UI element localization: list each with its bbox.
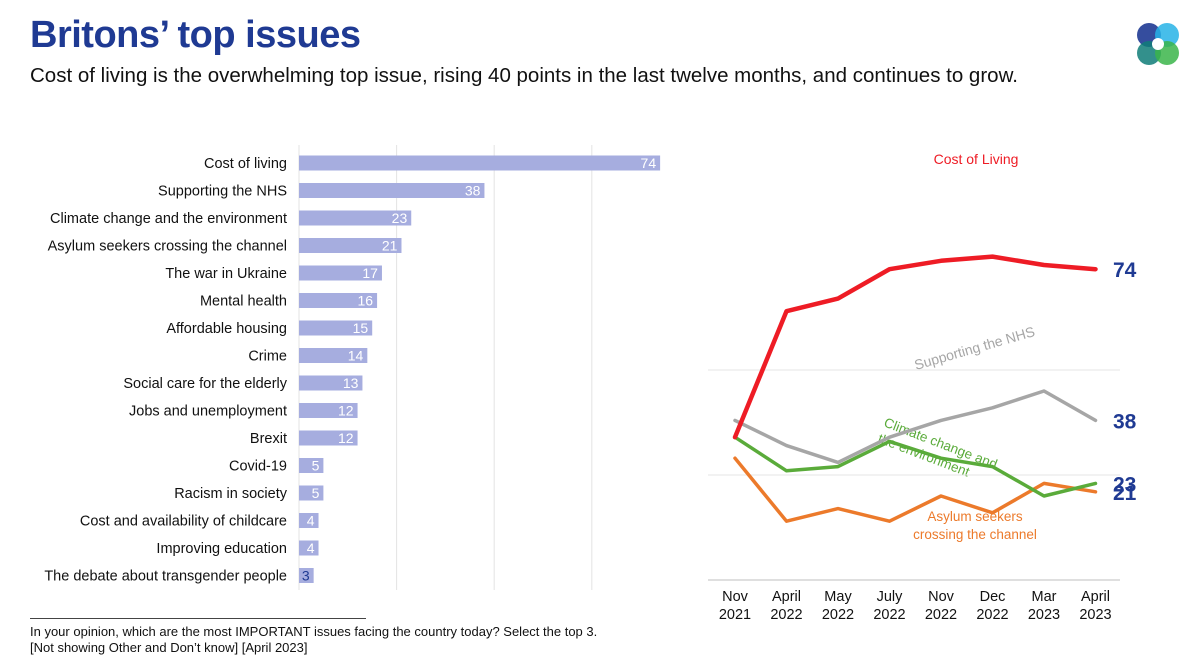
bar [299, 430, 358, 446]
bar-category-label: Asylum seekers crossing the channel [48, 239, 287, 255]
bar-category-label: Improving education [156, 541, 287, 557]
footnote-note: [Not showing Other and Don’t know] [Apri… [30, 640, 308, 655]
page-title: Britons’ top issues [30, 14, 361, 56]
bar-value-label: 12 [338, 403, 354, 419]
series-label-cost-of-living: Cost of Living [934, 151, 1019, 167]
bar [299, 403, 358, 418]
x-tick-label-month: May [824, 589, 852, 605]
bar-value-label: 15 [353, 320, 369, 336]
series-end-value-label: 21 [1113, 482, 1137, 505]
bar-category-label: Cost of living [204, 156, 287, 172]
bar-value-label: 13 [343, 375, 359, 391]
bar-value-label: 12 [338, 430, 354, 446]
bar [299, 458, 324, 473]
x-tick-label-year: 2022 [925, 607, 957, 623]
x-tick-label-year: 2023 [1028, 607, 1060, 623]
series-label-asylum-2: crossing the channel [913, 527, 1037, 542]
x-tick-label-year: 2023 [1079, 607, 1111, 623]
bar [299, 540, 319, 556]
four-circle-logo-icon [1137, 23, 1179, 65]
series-label-nhs: Supporting the NHS [912, 323, 1036, 373]
x-tick-label-year: 2022 [873, 607, 905, 623]
bar-value-label: 21 [382, 238, 398, 254]
bar-category-label: Social care for the elderly [123, 376, 287, 392]
bar-value-label: 4 [307, 540, 315, 556]
x-tick-label-month: Mar [1032, 589, 1057, 605]
x-tick-label-year: 2022 [822, 607, 854, 623]
series-line [733, 456, 1098, 523]
bar [299, 348, 368, 363]
series-line [733, 389, 1098, 465]
bar-value-label: 23 [392, 210, 408, 226]
footnote-divider [30, 618, 366, 619]
x-tick-label-month: April [1081, 589, 1110, 605]
bar [299, 513, 319, 528]
bar-value-label: 5 [312, 485, 320, 501]
bar-category-label: Brexit [250, 431, 287, 447]
bar-value-label: 3 [302, 568, 310, 584]
bar-value-label: 4 [307, 513, 315, 529]
bar [299, 375, 363, 391]
bar-category-label: Climate change and the environment [50, 211, 287, 227]
series-end-value-label: 74 [1113, 259, 1137, 282]
bar-category-label: The war in Ukraine [165, 266, 287, 282]
x-tick-label-month: Nov [928, 589, 955, 605]
series-label-asylum-1: Asylum seekers [927, 509, 1023, 524]
bar-value-label: 38 [465, 183, 481, 199]
bar-value-label: 16 [358, 293, 374, 309]
bar-category-label: Affordable housing [166, 321, 287, 337]
issues-trend-line-chart: Cost of Living Supporting the NHS Climat… [708, 151, 1137, 623]
bar [299, 293, 378, 308]
series-end-value-label: 23 [1113, 473, 1136, 496]
bar [299, 485, 324, 501]
bar-value-label: 14 [348, 348, 364, 364]
bar-category-label: Jobs and unemployment [129, 404, 287, 420]
bar-category-label: Cost and availability of childcare [80, 514, 287, 530]
footnote: In your opinion, which are the most IMPO… [30, 624, 597, 656]
x-tick-label-month: July [877, 589, 904, 605]
page-subtitle: Cost of living is the overwhelming top i… [30, 64, 1018, 87]
bar [299, 265, 382, 281]
bar-category-label: Covid-19 [229, 459, 287, 475]
x-tick-label-year: 2022 [770, 607, 802, 623]
bar [299, 210, 412, 226]
bar [299, 568, 314, 583]
footnote-question: In your opinion, which are the most IMPO… [30, 624, 598, 639]
x-tick-label-year: 2022 [976, 607, 1008, 623]
bar-category-label: Crime [248, 349, 287, 365]
issues-bar-chart: Cost of living 74 Supporting the NHS 38 Clim… [44, 145, 661, 590]
series-end-value-label: 38 [1113, 410, 1137, 433]
bar [299, 155, 661, 171]
bar-category-label: Supporting the NHS [158, 184, 287, 200]
bar-category-label: Racism in society [174, 486, 288, 502]
x-tick-label-year: 2021 [719, 607, 751, 623]
bar [299, 238, 402, 253]
bar [299, 320, 373, 336]
bar-value-label: 17 [362, 265, 378, 281]
series-line [732, 254, 1098, 440]
bar-value-label: 74 [641, 155, 657, 171]
x-tick-label-month: Dec [980, 589, 1006, 605]
bar-category-label: The debate about transgender people [44, 569, 287, 585]
bar-value-label: 5 [312, 458, 320, 474]
x-tick-label-month: April [772, 589, 801, 605]
series-line [733, 435, 1098, 498]
x-tick-label-month: Nov [722, 589, 749, 605]
bar-category-label: Mental health [200, 294, 287, 310]
bar [299, 183, 485, 198]
